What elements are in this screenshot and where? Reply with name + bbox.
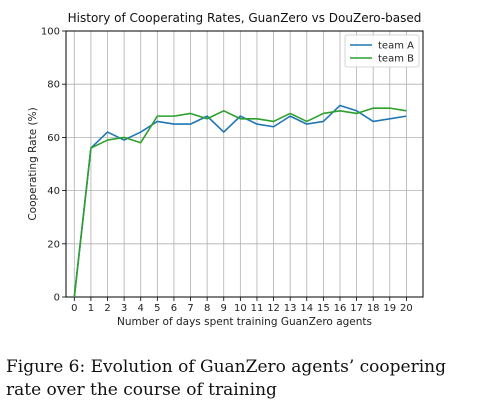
x-tick-label: 14 bbox=[300, 303, 313, 314]
y-tick-label: 100 bbox=[41, 27, 60, 38]
x-tick-label: 4 bbox=[138, 303, 144, 314]
x-tick-label: 10 bbox=[234, 303, 247, 314]
x-tick-label: 12 bbox=[267, 303, 280, 314]
legend-box bbox=[344, 34, 420, 68]
y-tick-label: 80 bbox=[47, 80, 60, 91]
y-tick-label: 60 bbox=[47, 133, 60, 144]
x-tick-label: 3 bbox=[121, 303, 127, 314]
x-tick-label: 11 bbox=[251, 303, 264, 314]
x-tick-label: 5 bbox=[154, 303, 160, 314]
legend-label: team A bbox=[378, 41, 414, 52]
x-tick-label: 20 bbox=[400, 303, 413, 314]
x-tick-label: 15 bbox=[317, 303, 330, 314]
x-tick-label: 19 bbox=[383, 303, 396, 314]
legend-label: team B bbox=[378, 54, 414, 65]
chart-title: History of Cooperating Rates, GuanZero v… bbox=[68, 11, 422, 25]
x-tick-label: 1 bbox=[88, 303, 94, 314]
x-tick-label: 13 bbox=[284, 303, 297, 314]
y-tick-label: 0 bbox=[54, 293, 60, 304]
x-tick-label: 16 bbox=[334, 303, 347, 314]
x-tick-label: 0 bbox=[71, 303, 77, 314]
y-tick-label: 40 bbox=[47, 186, 60, 197]
plot-frame bbox=[65, 30, 424, 298]
x-tick-label: 17 bbox=[350, 303, 363, 314]
x-tick-label: 7 bbox=[187, 303, 193, 314]
y-tick-label: 20 bbox=[47, 239, 60, 250]
y-axis-label: Cooperating Rate (%) bbox=[27, 107, 39, 220]
cooperating-rate-chart: 0 1 2 3 4 5 6 7 8 9 10 11 12 13 14 15 16 17 18 19 20 0 20 40 60 8… bbox=[27, 11, 424, 328]
figure-caption: Figure 6: Evolution of GuanZero agents’ … bbox=[6, 357, 446, 400]
x-tick-label: 2 bbox=[104, 303, 110, 314]
x-tick-label: 9 bbox=[221, 303, 227, 314]
x-tick-label: 6 bbox=[171, 303, 177, 314]
x-tick-label: 18 bbox=[367, 303, 380, 314]
x-axis-label: Number of days spent training GuanZero a… bbox=[117, 316, 372, 328]
x-tick-label: 8 bbox=[204, 303, 210, 314]
